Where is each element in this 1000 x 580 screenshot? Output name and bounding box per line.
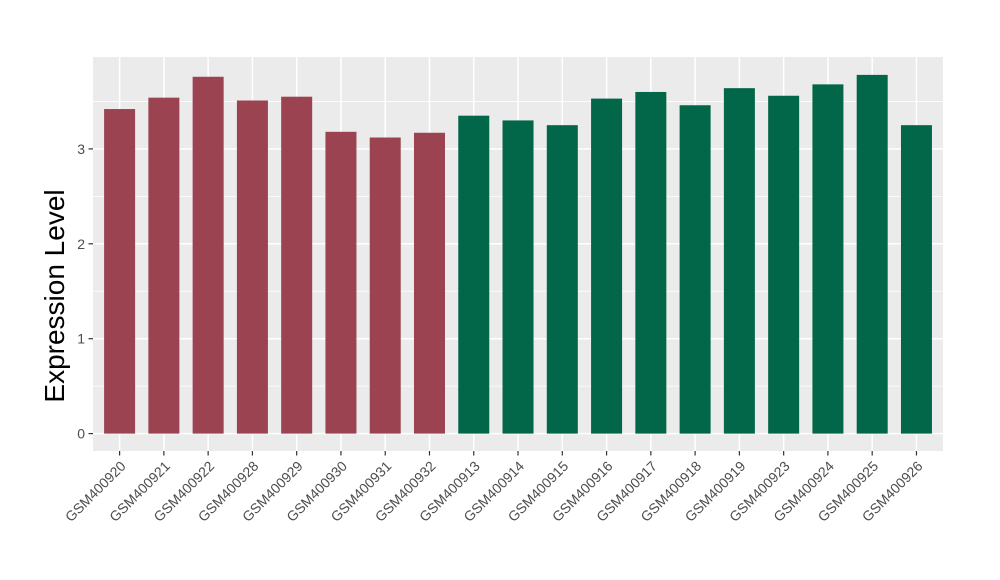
bar bbox=[679, 105, 711, 434]
bar bbox=[148, 97, 180, 434]
y-axis-title: Expression Level bbox=[39, 189, 70, 402]
bar bbox=[591, 98, 623, 434]
bar bbox=[812, 84, 844, 434]
bar bbox=[723, 88, 755, 434]
y-tick-label: 1 bbox=[77, 331, 85, 347]
bar bbox=[236, 100, 268, 434]
y-tick-label: 0 bbox=[77, 426, 85, 442]
bar bbox=[104, 109, 136, 434]
bar bbox=[856, 74, 888, 434]
bar bbox=[502, 120, 534, 434]
y-tick-label: 2 bbox=[77, 236, 85, 252]
bar bbox=[192, 76, 224, 434]
bar bbox=[413, 132, 445, 434]
bar bbox=[325, 131, 357, 434]
bar bbox=[768, 95, 800, 434]
bar bbox=[281, 96, 313, 434]
bar bbox=[458, 115, 490, 434]
bar bbox=[369, 137, 401, 434]
bar bbox=[546, 125, 578, 434]
bar bbox=[635, 91, 667, 434]
bar bbox=[900, 125, 932, 434]
bars bbox=[104, 74, 932, 434]
y-tick-label: 3 bbox=[77, 141, 85, 157]
